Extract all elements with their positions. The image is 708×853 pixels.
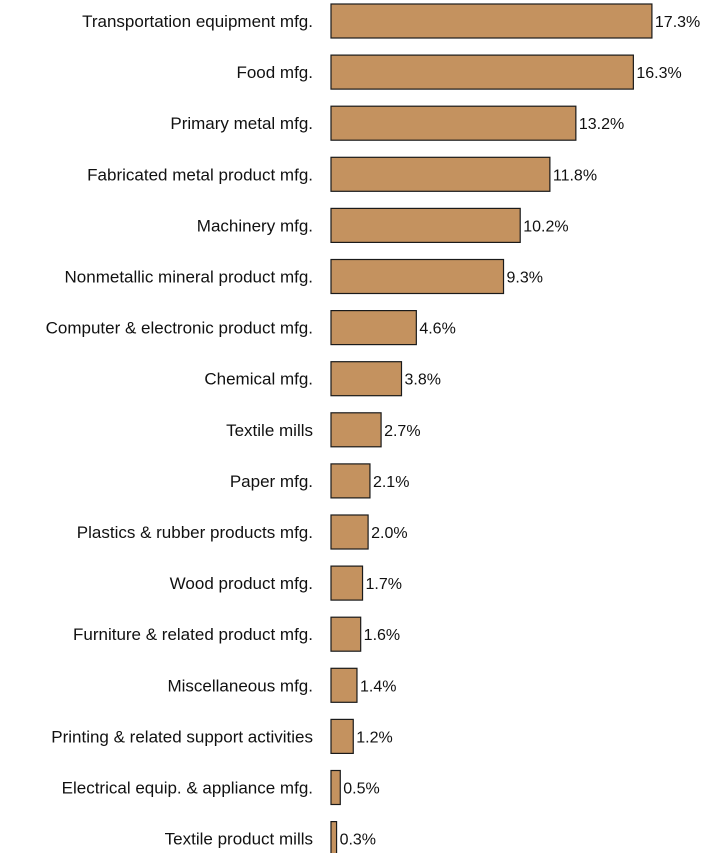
category-label: Paper mfg. [230, 472, 313, 491]
category-label: Electrical equip. & appliance mfg. [62, 779, 313, 798]
category-label: Nonmetallic mineral product mfg. [65, 268, 313, 287]
category-label: Miscellaneous mfg. [167, 676, 313, 695]
value-label: 1.2% [356, 729, 392, 746]
value-label: 9.3% [507, 270, 543, 287]
bar [330, 718, 354, 755]
bar [330, 207, 521, 243]
value-label: 11.8% [553, 167, 597, 184]
value-label: 0.3% [340, 832, 376, 849]
value-label: 1.7% [366, 576, 402, 593]
bar [330, 310, 417, 346]
value-label: 4.6% [419, 321, 455, 338]
value-label: 3.8% [404, 372, 440, 389]
value-label: 2.7% [384, 423, 420, 440]
category-label: Fabricated metal product mfg. [87, 165, 313, 184]
category-label: Textile product mills [165, 830, 313, 849]
bar [330, 412, 382, 448]
category-label: Chemical mfg. [204, 370, 313, 389]
value-label: 17.3% [655, 14, 700, 31]
category-label: Computer & electronic product mfg. [46, 319, 313, 338]
category-label: Transportation equipment mfg. [82, 12, 313, 31]
value-label: 2.0% [371, 525, 407, 542]
bar [330, 616, 362, 652]
category-label: Wood product mfg. [170, 574, 313, 593]
bar [330, 463, 371, 499]
category-label: Plastics & rubber products mfg. [77, 523, 313, 542]
bar [330, 361, 403, 397]
value-label: 0.5% [343, 781, 379, 798]
value-label: 10.2% [523, 218, 568, 235]
bar [330, 3, 653, 39]
bar [330, 156, 551, 192]
category-label: Furniture & related product mfg. [73, 625, 313, 644]
category-label: Printing & related support activities [51, 727, 313, 746]
category-label: Primary metal mfg. [170, 114, 313, 133]
bar [330, 565, 364, 601]
bar [330, 258, 505, 295]
value-label: 1.6% [364, 627, 400, 644]
value-label: 1.4% [360, 678, 396, 695]
bar [330, 820, 338, 853]
bar [330, 54, 634, 90]
category-label: Food mfg. [236, 63, 313, 82]
category-label: Textile mills [226, 421, 313, 440]
value-label: 2.1% [373, 474, 409, 491]
value-label: 16.3% [636, 65, 681, 82]
category-label: Machinery mfg. [197, 216, 313, 235]
value-label: 13.2% [579, 116, 624, 133]
bar [330, 769, 341, 806]
bar [330, 105, 577, 141]
bar [330, 514, 369, 550]
bar [330, 667, 358, 703]
